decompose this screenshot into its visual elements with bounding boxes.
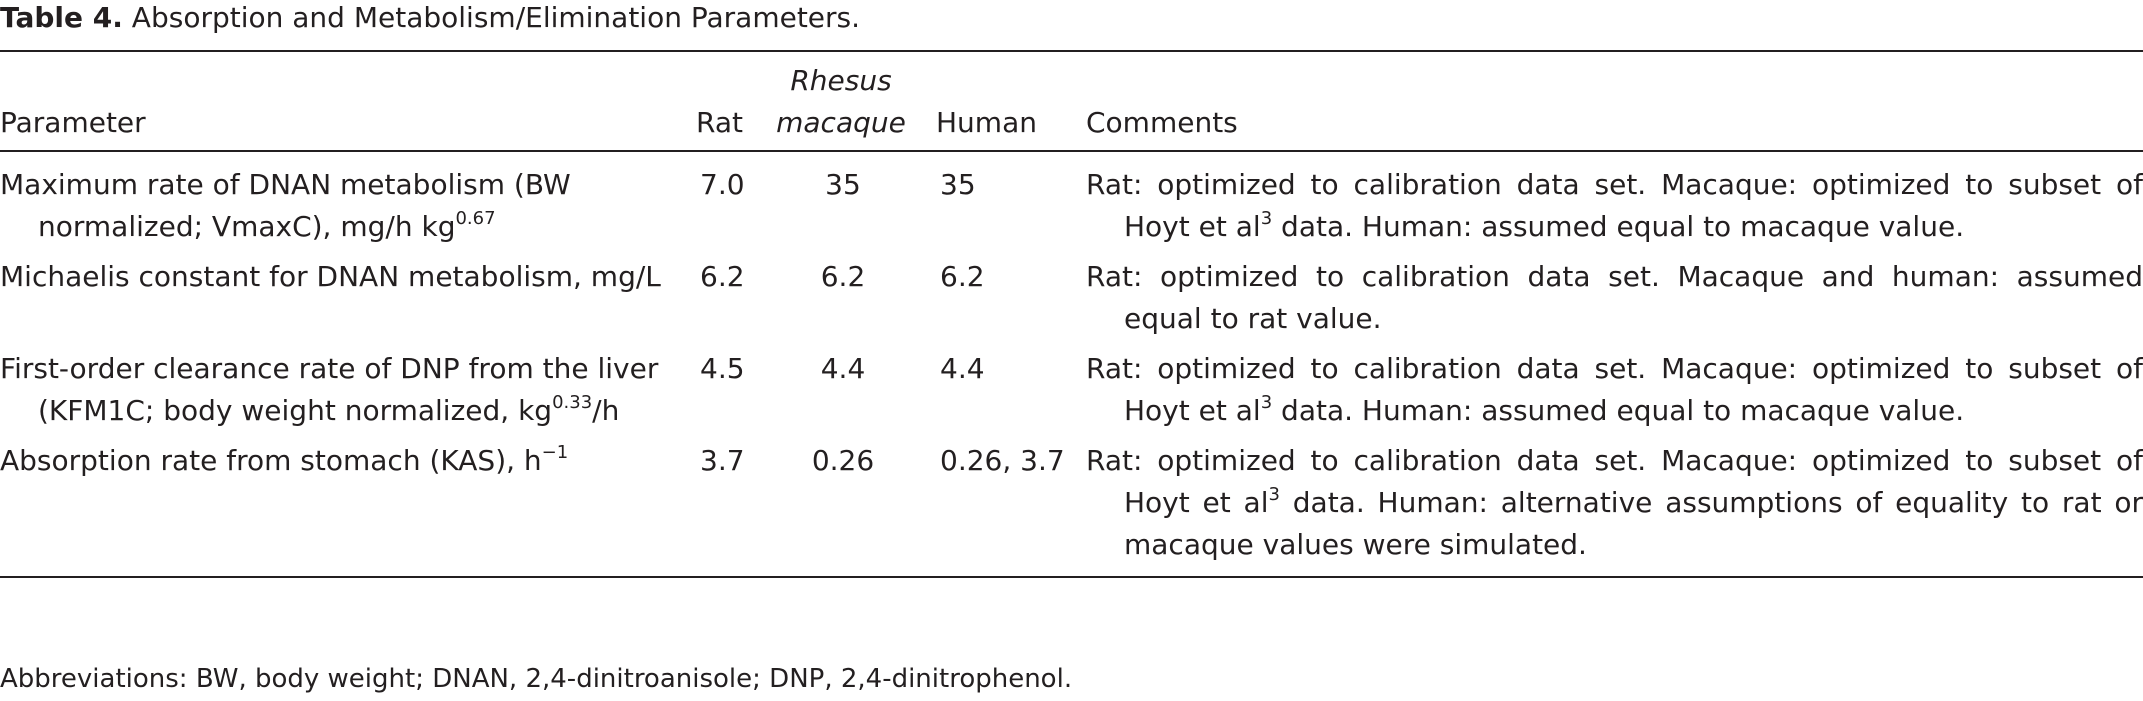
cell-text: /h — [592, 394, 620, 427]
cell-text: data. Human: assumed equal to macaque va… — [1272, 394, 1965, 427]
superscript: 0.33 — [552, 392, 593, 413]
cell-text: First-order clearance rate of DNP from t… — [0, 352, 659, 427]
superscript: −1 — [541, 442, 569, 463]
caption-text: Absorption and Metabolism/Elimination Pa… — [131, 1, 861, 34]
cell-text: 35 — [940, 168, 976, 201]
table-cell: Rat: optimized to calibration data set. … — [1086, 252, 2143, 344]
table-row: Michaelis constant for DNAN metabolism, … — [0, 252, 2143, 344]
table-cell: Absorption rate from stomach (KAS), h−1 — [0, 436, 696, 578]
table-cell: Rat: optimized to calibration data set. … — [1086, 344, 2143, 436]
cell-text: Rat: optimized to calibration data set. … — [1086, 260, 2143, 335]
cell-text: Rat: optimized to calibration data set. … — [1086, 168, 2143, 243]
cell-text: 4.4 — [820, 352, 866, 385]
table-row: First-order clearance rate of DNP from t… — [0, 344, 2143, 436]
superscript: 0.67 — [455, 208, 496, 229]
superscript: 3 — [1268, 484, 1280, 505]
cell-text: 4.4 — [940, 352, 985, 385]
table: Parameter Rat Rhesus macaque Human Comme… — [0, 50, 2143, 578]
table-cell: 35 — [916, 151, 1086, 252]
table-cell: 6.2 — [766, 252, 916, 344]
caption: Table 4. Absorption and Metabolism/Elimi… — [0, 0, 860, 36]
cell-text: Michaelis constant for DNAN metabolism, … — [0, 260, 661, 293]
caption-label: Table 4. — [0, 1, 123, 34]
cell-text: Rat: optimized to calibration data set. … — [1086, 444, 2143, 519]
cell-text: 0.26 — [811, 444, 875, 477]
table-cell: 0.26 — [766, 436, 916, 578]
superscript: 3 — [1260, 208, 1273, 229]
cell-text: Absorption rate from stomach (KAS), h — [0, 444, 542, 477]
table-cell: 35 — [766, 151, 916, 252]
table-cell: 4.4 — [916, 344, 1086, 436]
cell-text: 3.7 — [700, 444, 745, 477]
cell-text: Rat: optimized to calibration data set. … — [1086, 352, 2143, 427]
table-row: Absorption rate from stomach (KAS), h−1 3… — [0, 436, 2143, 578]
cell-text: 4.5 — [700, 352, 745, 385]
table-cell: Maximum rate of DNAN metabolism (BW norm… — [0, 151, 696, 252]
table-cell: 4.4 — [766, 344, 916, 436]
cell-text: 7.0 — [700, 168, 745, 201]
table-cell: Rat: optimized to calibration data set. … — [1086, 436, 2143, 578]
table-cell: 3.7 — [696, 436, 766, 578]
cell-text: data. Human: assumed equal to macaque va… — [1272, 210, 1965, 243]
cell-text: data. Human: alternative assumptions of … — [1124, 486, 2143, 561]
footnote: Abbreviations: BW, body weight; DNAN, 2,… — [0, 664, 1073, 694]
header-cell: Parameter — [0, 50, 696, 152]
cell-text: 35 — [825, 168, 861, 201]
table-cell: 6.2 — [916, 252, 1086, 344]
table-cell: 6.2 — [696, 252, 766, 344]
cell-text: 6.2 — [940, 260, 985, 293]
cell-text: 6.2 — [820, 260, 866, 293]
header-cell: Comments — [1086, 50, 2143, 152]
table-cell: First-order clearance rate of DNP from t… — [0, 344, 696, 436]
table-cell: 4.5 — [696, 344, 766, 436]
table-header: Parameter Rat Rhesus macaque Human Comme… — [0, 50, 2143, 152]
header-cell: Human — [916, 50, 1086, 152]
table-cell: 0.26, 3.7 — [916, 436, 1086, 578]
header-cell: Rhesus macaque — [766, 50, 916, 152]
cell-text: Maximum rate of DNAN metabolism (BW norm… — [0, 168, 571, 243]
table-body: Maximum rate of DNAN metabolism (BW norm… — [0, 151, 2143, 578]
table-cell: 7.0 — [696, 151, 766, 252]
table-row: Maximum rate of DNAN metabolism (BW norm… — [0, 151, 2143, 252]
superscript: 3 — [1260, 392, 1273, 413]
cell-text: 0.26, 3.7 — [940, 444, 1065, 477]
cell-text: 6.2 — [700, 260, 745, 293]
header-cell: Rat — [696, 50, 766, 152]
table-cell: Rat: optimized to calibration data set. … — [1086, 151, 2143, 252]
table-cell: Michaelis constant for DNAN metabolism, … — [0, 252, 696, 344]
